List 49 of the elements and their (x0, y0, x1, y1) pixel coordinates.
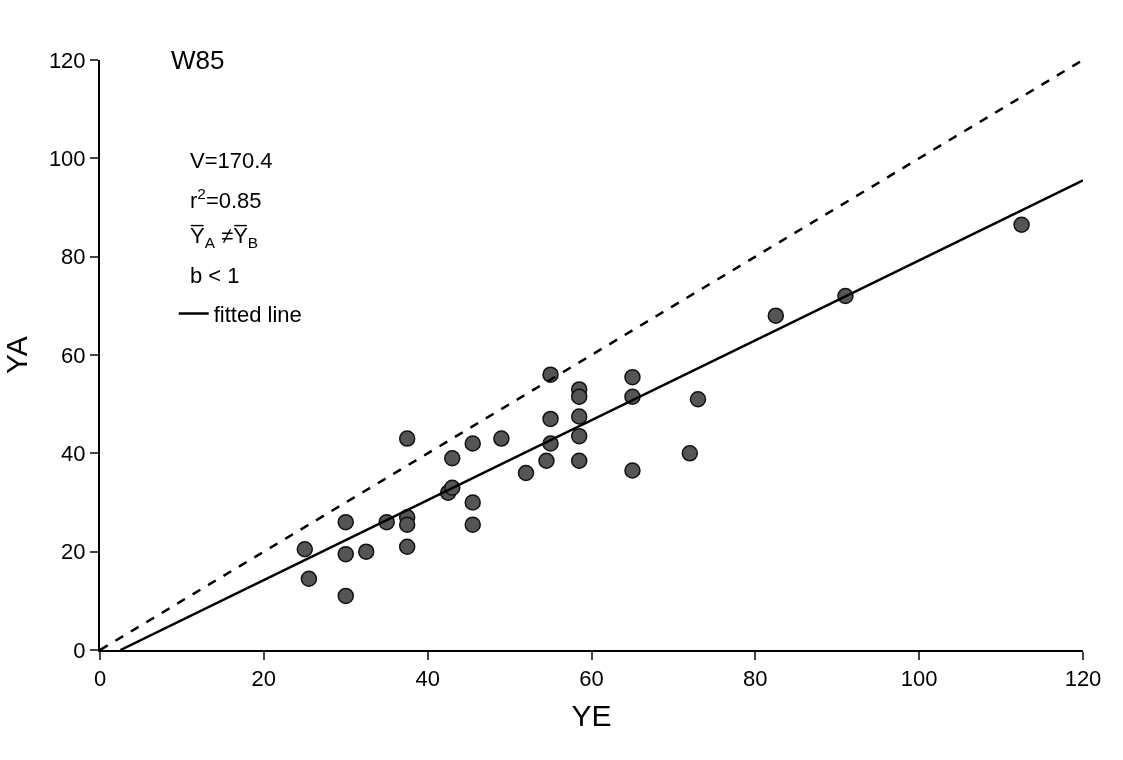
point (624, 368, 641, 386)
point (624, 462, 641, 479)
point (296, 540, 314, 558)
point (570, 408, 588, 425)
point (398, 516, 416, 533)
x-tick-label: 60 (579, 666, 604, 692)
point (538, 452, 555, 469)
point (542, 410, 559, 428)
y-tick-label: 120 (48, 47, 86, 73)
point (300, 570, 318, 587)
point (570, 452, 588, 469)
x-tick-label: 80 (743, 666, 768, 692)
x-tick-label: 40 (415, 666, 440, 692)
y-tick-label: 80 (61, 244, 86, 270)
x-axis-title: YE (571, 699, 612, 733)
x-tick-label: 100 (900, 666, 938, 692)
point (398, 538, 416, 555)
y-tick-label: 0 (73, 637, 86, 663)
point (464, 516, 481, 533)
point (1013, 216, 1030, 233)
x-tick-label: 20 (251, 666, 277, 692)
annotation: V=170.4 (190, 148, 273, 173)
y-tick-label: 40 (61, 441, 86, 467)
y-tick-label: 20 (61, 539, 86, 565)
point (357, 543, 375, 560)
point (570, 388, 588, 406)
point (337, 587, 354, 605)
point (464, 494, 481, 511)
point (517, 464, 535, 482)
point (337, 513, 354, 531)
y-tick-label: 60 (61, 342, 86, 368)
point (681, 445, 699, 462)
annotation: Y̅$_{A}$ ≠Y̅$_{B}$ (190, 223, 259, 251)
x-tick-label: 120 (1064, 666, 1102, 692)
chart-title: W85 (171, 45, 225, 75)
point (689, 391, 707, 408)
annotation: b < 1 (190, 263, 240, 288)
y-axis-title: YA (0, 336, 33, 374)
point (444, 450, 461, 467)
point (570, 427, 588, 445)
x-tick-label: 0 (93, 666, 107, 692)
point (767, 307, 785, 324)
point (398, 430, 416, 447)
point (337, 545, 354, 563)
point (493, 430, 510, 447)
legend-label: fitted line (213, 302, 302, 328)
annotation: r$^{2}$=0.85 (190, 185, 262, 214)
point (464, 435, 481, 452)
y-tick-label: 100 (48, 146, 86, 172)
